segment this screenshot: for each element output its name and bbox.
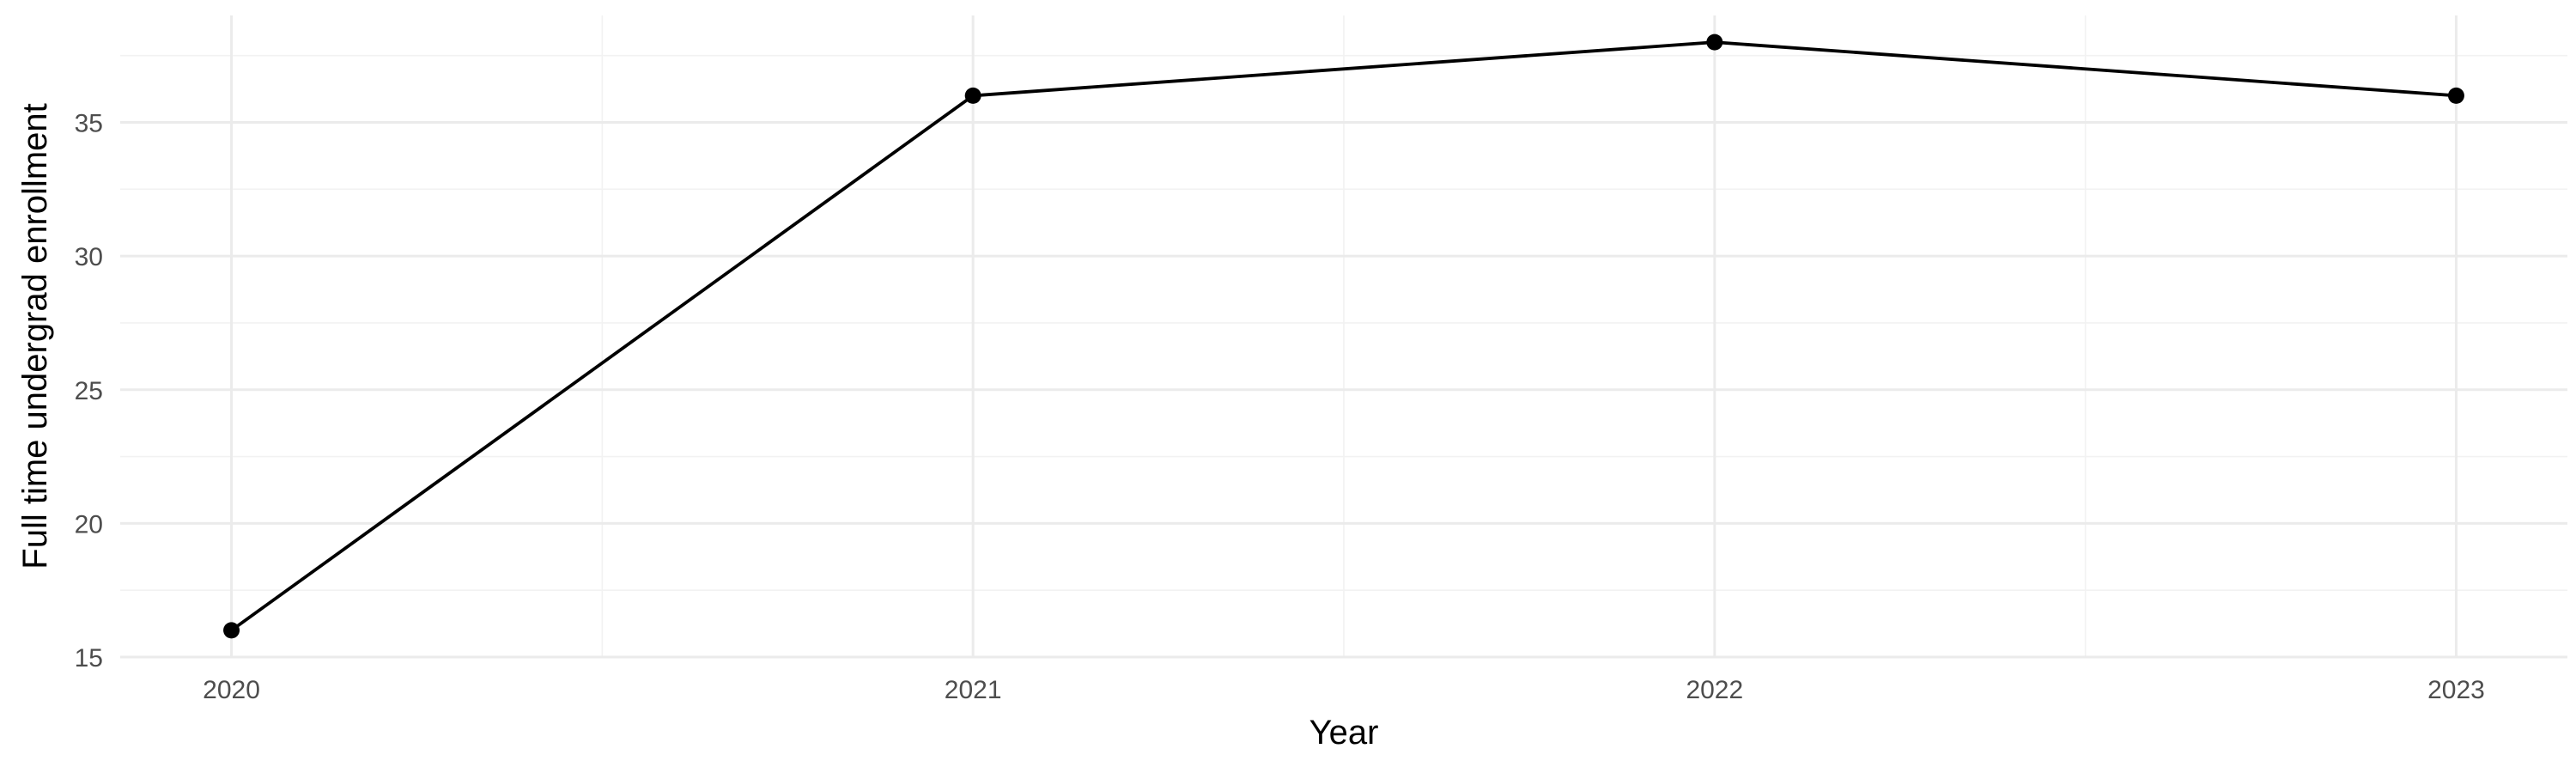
data-point bbox=[1706, 33, 1723, 51]
x-axis-title: Year bbox=[1309, 714, 1379, 752]
data-point bbox=[964, 87, 981, 104]
x-tick-label: 2021 bbox=[945, 676, 1002, 704]
y-tick-label: 30 bbox=[75, 243, 103, 271]
y-tick-label: 25 bbox=[75, 377, 103, 405]
y-tick-label: 20 bbox=[75, 510, 103, 539]
data-point bbox=[2447, 87, 2464, 104]
tick-labels: 15 20 25 30 35 2020 2021 2022 2023 bbox=[75, 110, 2485, 705]
series bbox=[223, 33, 2464, 639]
x-tick-label: 2020 bbox=[203, 676, 260, 704]
x-tick-label: 2023 bbox=[2427, 676, 2485, 704]
x-tick-label: 2022 bbox=[1686, 676, 1743, 704]
data-point bbox=[223, 622, 240, 639]
series-line bbox=[230, 40, 2457, 632]
grid bbox=[120, 15, 2567, 659]
y-axis-title: Full time undergrad enrollment bbox=[16, 103, 54, 569]
y-tick-label: 15 bbox=[75, 644, 103, 673]
y-tick-label: 35 bbox=[75, 110, 103, 138]
